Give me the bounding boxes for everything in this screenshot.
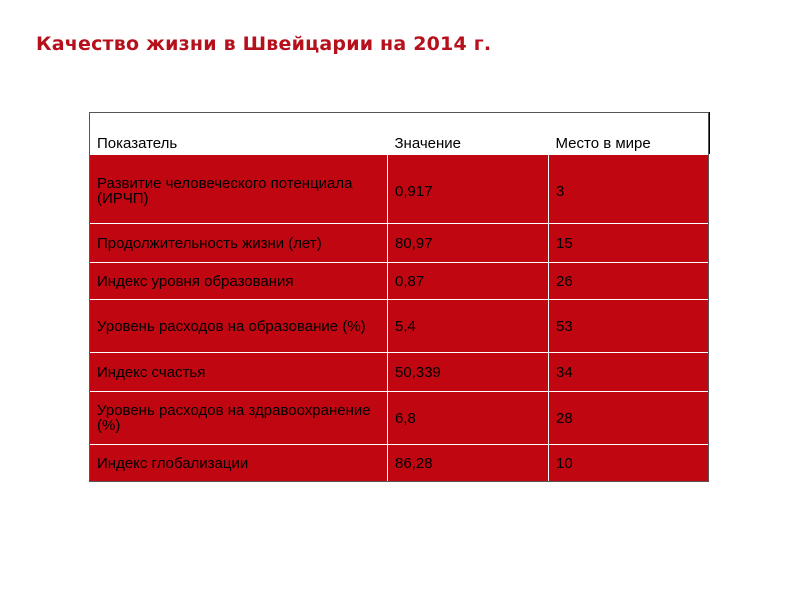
- header-indicator: Показатель: [89, 112, 388, 155]
- table-row: Индекс уровня образования 0,87 26: [89, 262, 710, 300]
- table-row: Уровень расходов на здравоохранение (%) …: [89, 391, 710, 445]
- rank-cell: 15: [548, 223, 710, 263]
- table-row: Уровень расходов на образование (%) 5,4 …: [89, 299, 710, 353]
- table-row: Индекс глобализации 86,28 10: [89, 444, 710, 482]
- indicator-cell: Развитие человеческого потенциала (ИРЧП): [89, 154, 388, 224]
- rank-cell: 53: [548, 299, 710, 353]
- indicator-cell: Уровень расходов на здравоохранение (%): [89, 391, 388, 445]
- indicator-cell: Индекс глобализации: [89, 444, 388, 482]
- indicator-cell: Продолжительность жизни (лет): [89, 223, 388, 263]
- table-row: Индекс счастья 50,339 34: [89, 352, 710, 392]
- rank-cell: 28: [548, 391, 710, 445]
- value-cell: 5,4: [387, 299, 549, 353]
- value-cell: 80,97: [387, 223, 549, 263]
- table-row: Продолжительность жизни (лет) 80,97 15: [89, 223, 710, 263]
- table-header-row: Показатель Значение Место в мире: [89, 112, 710, 155]
- rank-cell: 10: [548, 444, 710, 482]
- rank-cell: 3: [548, 154, 710, 224]
- rank-cell: 26: [548, 262, 710, 300]
- indicator-cell: Индекс уровня образования: [89, 262, 388, 300]
- header-world-rank: Место в мире: [548, 112, 710, 155]
- rank-cell: 34: [548, 352, 710, 392]
- slide-title: Качество жизни в Швейцарии на 2014 г.: [36, 33, 492, 55]
- value-cell: 0,87: [387, 262, 549, 300]
- indicator-cell: Уровень расходов на образование (%): [89, 299, 388, 353]
- table-row: Развитие человеческого потенциала (ИРЧП)…: [89, 154, 710, 224]
- indicator-cell: Индекс счастья: [89, 352, 388, 392]
- value-cell: 0,917: [387, 154, 549, 224]
- quality-of-life-table: Показатель Значение Место в мире Развити…: [89, 112, 710, 482]
- value-cell: 6,8: [387, 391, 549, 445]
- value-cell: 86,28: [387, 444, 549, 482]
- quality-of-life-table-container: Показатель Значение Место в мире Развити…: [89, 112, 710, 482]
- value-cell: 50,339: [387, 352, 549, 392]
- header-value: Значение: [387, 112, 549, 155]
